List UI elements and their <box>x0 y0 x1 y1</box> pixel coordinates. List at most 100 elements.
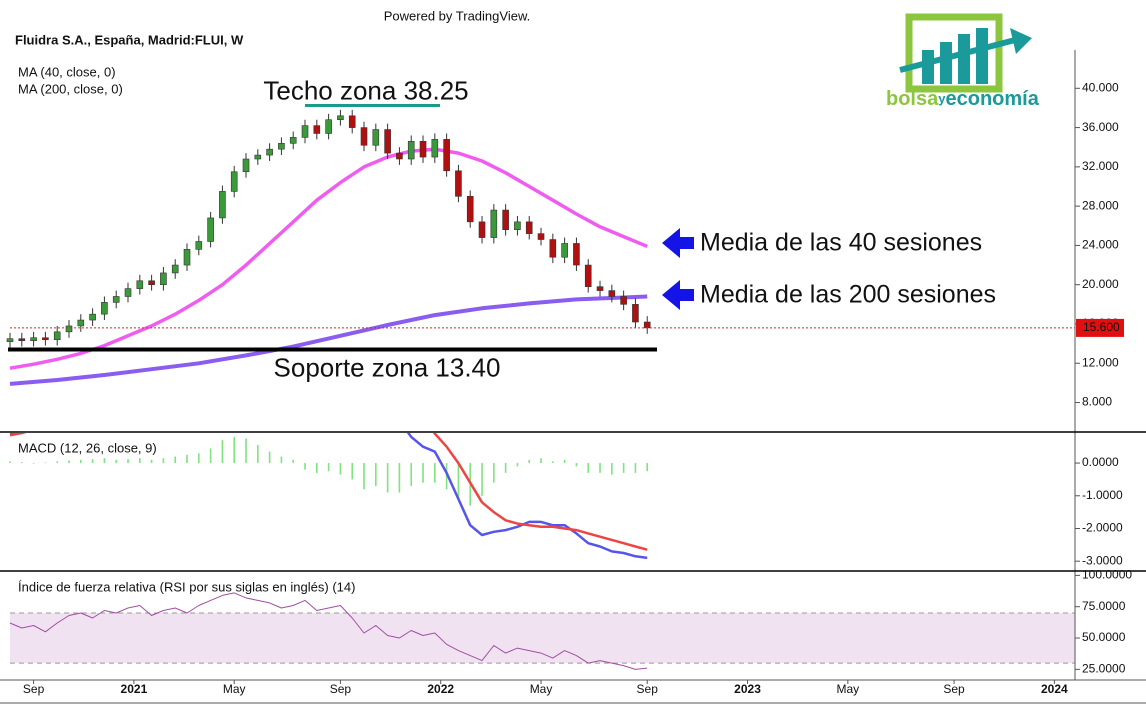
last-price-label: 15.600 <box>1083 320 1120 334</box>
candle-body <box>573 243 580 266</box>
histogram-bar <box>457 463 460 500</box>
x-tick-label: 2023 <box>734 682 761 696</box>
candle-body <box>466 196 474 223</box>
logo-text: y <box>938 91 946 106</box>
candle-body <box>608 290 616 297</box>
histogram-bar <box>422 463 424 483</box>
candle-body <box>561 243 568 258</box>
candle-body <box>101 302 108 315</box>
price-pane <box>6 103 1075 386</box>
candle-body <box>171 264 179 274</box>
histogram-bar <box>127 459 129 464</box>
candle-body <box>112 296 120 303</box>
histogram-bar <box>9 461 11 464</box>
histogram-bar <box>563 459 566 464</box>
candle-body <box>584 264 592 287</box>
histogram-bar <box>434 463 436 483</box>
candle-body <box>325 119 332 134</box>
histogram-bar <box>233 436 236 464</box>
candle-body <box>301 125 309 138</box>
y-tick-label: 0.0000 <box>1082 455 1119 469</box>
candle-body <box>53 331 61 340</box>
histogram-bar <box>68 460 70 464</box>
pane-title: Índice de fuerza relativa (RSI por sus s… <box>18 579 355 594</box>
candle-body <box>42 337 49 340</box>
histogram-bar <box>139 458 141 464</box>
candle-body <box>348 115 356 128</box>
x-tick-label: May <box>837 682 860 696</box>
histogram-bar <box>44 462 47 464</box>
y-tick-label: 8.000 <box>1082 395 1112 409</box>
y-tick-label: 25.0000 <box>1082 662 1126 676</box>
histogram-bar <box>32 463 35 464</box>
y-tick-label: 20.000 <box>1082 277 1119 291</box>
y-tick-label: 32.000 <box>1082 159 1119 173</box>
candle-body <box>313 125 321 134</box>
histogram-bar <box>209 448 212 464</box>
candle-body <box>89 313 96 321</box>
histogram-bar <box>504 463 507 473</box>
candle-body <box>77 319 85 327</box>
histogram-bar <box>622 463 625 473</box>
y-tick-label: -3.0000 <box>1082 553 1123 567</box>
x-tick-label: Sep <box>23 682 45 696</box>
histogram-bar <box>56 461 59 464</box>
candle-body <box>124 288 132 297</box>
candle-body <box>337 115 344 121</box>
candle-body <box>643 321 651 329</box>
histogram-bar <box>21 462 23 464</box>
macd-pane <box>9 433 649 560</box>
candle-body <box>242 158 250 173</box>
candle-body <box>372 129 380 146</box>
moving-average <box>9 294 648 386</box>
logo-text: bolsa <box>886 88 939 110</box>
histogram-bar <box>493 463 495 483</box>
x-tick-label: Sep <box>943 682 965 696</box>
candle-body <box>30 337 37 341</box>
candle-body <box>620 296 627 305</box>
histogram-bar <box>91 459 94 464</box>
annotation: Media de las 200 sesiones <box>700 281 996 309</box>
y-tick-label: 12.000 <box>1082 355 1119 369</box>
candle-body <box>219 191 226 219</box>
histogram-bar <box>80 459 82 464</box>
legend-entry: MA (200, close, 0) <box>18 81 123 96</box>
candle-body <box>183 249 191 266</box>
y-tick-label: -1.0000 <box>1082 488 1123 502</box>
y-tick-label: 36.000 <box>1082 120 1119 134</box>
rsi-line <box>9 592 648 670</box>
histogram-bar <box>599 463 601 473</box>
rsi-band <box>10 612 1075 664</box>
rsi-pane <box>9 592 1075 670</box>
y-tick-label: 40.000 <box>1082 80 1119 94</box>
candle-body <box>207 217 214 242</box>
candle-body <box>443 139 450 172</box>
svg-text:bolsayeconomía: bolsayeconomía <box>886 88 1040 110</box>
powered-by: Powered by TradingView. <box>384 8 530 23</box>
candle-body <box>6 338 14 342</box>
candle-body <box>407 141 415 160</box>
y-tick-label: -2.0000 <box>1082 521 1123 535</box>
candle-body <box>419 141 427 158</box>
histogram-bar <box>611 463 613 475</box>
annotation: Techo zona 38.25 <box>263 75 468 105</box>
histogram-bar <box>268 451 271 464</box>
x-tick-label: 2022 <box>427 682 454 696</box>
logo: bolsayeconomía <box>886 13 1040 110</box>
candle-body <box>18 338 26 341</box>
histogram-bar <box>339 463 342 475</box>
histogram-bar <box>150 459 153 464</box>
histogram-bar <box>198 453 200 464</box>
histogram-bar <box>292 459 295 464</box>
histogram-bar <box>363 463 365 490</box>
chart-title: Fluidra S.A., España, Madrid:FLUI, W <box>15 32 244 47</box>
histogram-bar <box>634 463 637 473</box>
histogram-bar <box>304 463 306 470</box>
x-tick-label: 2021 <box>121 682 148 696</box>
histogram-bar <box>552 461 554 464</box>
candle-body <box>455 170 462 197</box>
candle-body <box>65 325 73 333</box>
candle-body <box>148 280 155 285</box>
candle-body <box>384 129 391 154</box>
